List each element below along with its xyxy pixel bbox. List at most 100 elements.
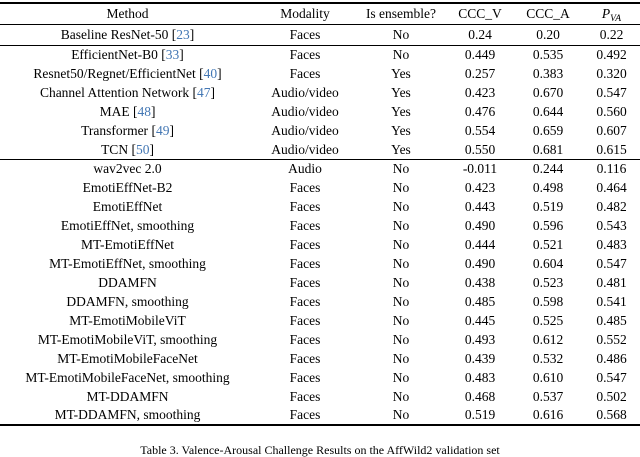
ccc-a-cell: 0.537 bbox=[532, 388, 564, 404]
method-cell: Channel Attention Network [47] bbox=[0, 83, 255, 102]
ensemble-cell: No bbox=[392, 217, 410, 233]
ccc-a-cell: 0.383 bbox=[532, 65, 564, 81]
ccc-a-cell: 0.523 bbox=[532, 274, 564, 290]
ensemble-cell: No bbox=[392, 236, 410, 252]
ccc-v-cell: 0.490 bbox=[464, 217, 496, 233]
ccc-v-cell: 0.444 bbox=[464, 236, 496, 252]
method-text: EmotiEffNet, smoothing bbox=[60, 217, 195, 233]
method-text: MT-EmotiMobileFaceNet bbox=[57, 350, 198, 366]
table-row: EmotiEffNet Faces No 0.443 0.519 0.482 bbox=[0, 197, 640, 216]
ensemble-cell: Yes bbox=[391, 141, 411, 157]
ccc-a-cell: 0.659 bbox=[532, 122, 564, 138]
modality-cell: Faces bbox=[289, 217, 321, 233]
table-row: MAE [48] Audio/video Yes 0.476 0.644 0.5… bbox=[0, 102, 640, 121]
modality-cell: Faces bbox=[289, 388, 321, 404]
ccc-v-cell: 0.439 bbox=[464, 350, 496, 366]
citation-bracket-open: [ bbox=[168, 26, 177, 42]
modality-cell: Faces bbox=[289, 369, 321, 385]
modality-cell: Audio/video bbox=[271, 84, 339, 100]
ccc-v-cell: 0.468 bbox=[464, 388, 496, 404]
table-row: MT-DDAMFN, smoothing Faces No 0.519 0.61… bbox=[0, 406, 640, 425]
ensemble-cell: Yes bbox=[391, 65, 411, 81]
pva-subscript: VA bbox=[610, 13, 622, 24]
citation-link[interactable]: 49 bbox=[155, 122, 170, 138]
method-text: MT-DDAMFN bbox=[86, 388, 169, 404]
method-cell: MAE [48] bbox=[0, 102, 255, 121]
citation-link[interactable]: 40 bbox=[203, 65, 218, 81]
ccc-a-cell: 0.612 bbox=[532, 331, 564, 347]
ccc-a-cell: 0.532 bbox=[532, 350, 564, 366]
p-va-cell: 0.116 bbox=[596, 161, 627, 176]
ccc-a-cell: 0.535 bbox=[532, 47, 564, 62]
table-row: Baseline ResNet-50 [23] Faces No 0.24 0.… bbox=[0, 24, 640, 45]
citation-bracket-open: [ bbox=[189, 84, 198, 100]
method-cell: wav2vec 2.0 bbox=[0, 159, 255, 178]
citation-link[interactable]: 23 bbox=[176, 26, 190, 42]
modality-cell: Faces bbox=[289, 350, 321, 366]
table-row: Channel Attention Network [47] Audio/vid… bbox=[0, 83, 640, 102]
ensemble-cell: No bbox=[392, 161, 410, 176]
method-text: DDAMFN, smoothing bbox=[66, 293, 189, 309]
citation-link[interactable]: 33 bbox=[165, 47, 180, 62]
method-text: EfficientNet-B0 bbox=[71, 47, 158, 62]
ensemble-cell: Yes bbox=[391, 84, 411, 100]
ensemble-cell: No bbox=[392, 312, 410, 328]
ensemble-cell: No bbox=[392, 388, 410, 404]
modality-cell: Faces bbox=[289, 26, 321, 42]
table-row: MT-DDAMFN Faces No 0.468 0.537 0.502 bbox=[0, 387, 640, 406]
method-text: EmotiEffNet bbox=[92, 198, 163, 214]
table-row: MT-EmotiMobileFaceNet, smoothing Faces N… bbox=[0, 368, 640, 387]
ccc-a-cell: 0.670 bbox=[532, 84, 564, 100]
ccc-v-cell: 0.476 bbox=[464, 103, 496, 119]
ccc-a-cell: 0.681 bbox=[532, 141, 564, 157]
pva-symbol: P bbox=[601, 5, 611, 21]
method-text: EmotiEffNet-B2 bbox=[82, 179, 173, 195]
modality-cell: Faces bbox=[289, 179, 321, 195]
table-row: DDAMFN, smoothing Faces No 0.485 0.598 0… bbox=[0, 292, 640, 311]
p-va-cell: 0.486 bbox=[596, 350, 627, 366]
table-row: TCN [50] Audio/video Yes 0.550 0.681 0.6… bbox=[0, 140, 640, 159]
citation-bracket-open: [ bbox=[129, 103, 138, 119]
citation-bracket-open: [ bbox=[195, 65, 204, 81]
table-row: EmotiEffNet-B2 Faces No 0.423 0.498 0.46… bbox=[0, 178, 640, 197]
p-va-cell: 0.560 bbox=[596, 103, 627, 119]
modality-cell: Faces bbox=[289, 47, 321, 62]
method-cell: TCN [50] bbox=[0, 140, 255, 159]
method-text: MT-DDAMFN, smoothing bbox=[54, 407, 201, 423]
table-row: MT-EmotiMobileViT, smoothing Faces No 0.… bbox=[0, 330, 640, 349]
ccc-v-cell: 0.519 bbox=[464, 407, 496, 423]
ccc-v-cell: 0.443 bbox=[464, 198, 496, 214]
table-caption: Table 3. Valence-Arousal Challenge Resul… bbox=[140, 443, 500, 457]
ensemble-cell: Yes bbox=[391, 103, 411, 119]
col-header-ccc-v: CCC_V bbox=[458, 6, 502, 21]
ccc-a-cell: 0.616 bbox=[532, 407, 564, 423]
ensemble-cell: No bbox=[392, 198, 410, 214]
method-cell: Resnet50/Regnet/EfficientNet [40] bbox=[0, 64, 255, 83]
citation-bracket-close: ] bbox=[150, 103, 156, 119]
ccc-a-cell: 0.604 bbox=[532, 255, 564, 271]
citation-bracket-close: ] bbox=[149, 141, 154, 157]
modality-cell: Faces bbox=[289, 65, 321, 81]
modality-cell: Audio/video bbox=[271, 122, 339, 138]
modality-cell: Audio bbox=[288, 161, 322, 176]
citation-link[interactable]: 48 bbox=[137, 103, 151, 119]
method-cell: EmotiEffNet-B2 bbox=[0, 178, 255, 197]
table-row: EmotiEffNet, smoothing Faces No 0.490 0.… bbox=[0, 216, 640, 235]
method-cell: Transformer [49] bbox=[0, 121, 255, 140]
method-cell: MT-EmotiEffNet bbox=[0, 235, 255, 254]
method-cell: EfficientNet-B0 [33] bbox=[0, 45, 255, 64]
citation-link[interactable]: 50 bbox=[135, 141, 150, 157]
modality-cell: Faces bbox=[289, 293, 321, 309]
p-va-cell: 0.568 bbox=[596, 407, 627, 423]
table-row: Resnet50/Regnet/EfficientNet [40] Faces … bbox=[0, 64, 640, 83]
method-text: MT-EmotiEffNet, smoothing bbox=[49, 255, 206, 271]
ccc-a-cell: 0.598 bbox=[532, 293, 564, 309]
ensemble-cell: No bbox=[392, 274, 410, 290]
table-row: MT-EmotiEffNet Faces No 0.444 0.521 0.48… bbox=[0, 235, 640, 254]
citation-bracket-open: [ bbox=[157, 47, 166, 62]
method-cell: MT-EmotiMobileFaceNet, smoothing bbox=[0, 368, 255, 387]
header-row: Method Modality Is ensemble? CCC_V CCC_A… bbox=[0, 3, 640, 24]
p-va-cell: 0.482 bbox=[596, 198, 627, 214]
method-text: Resnet50/Regnet/EfficientNet bbox=[33, 65, 196, 81]
citation-link[interactable]: 47 bbox=[197, 84, 211, 100]
